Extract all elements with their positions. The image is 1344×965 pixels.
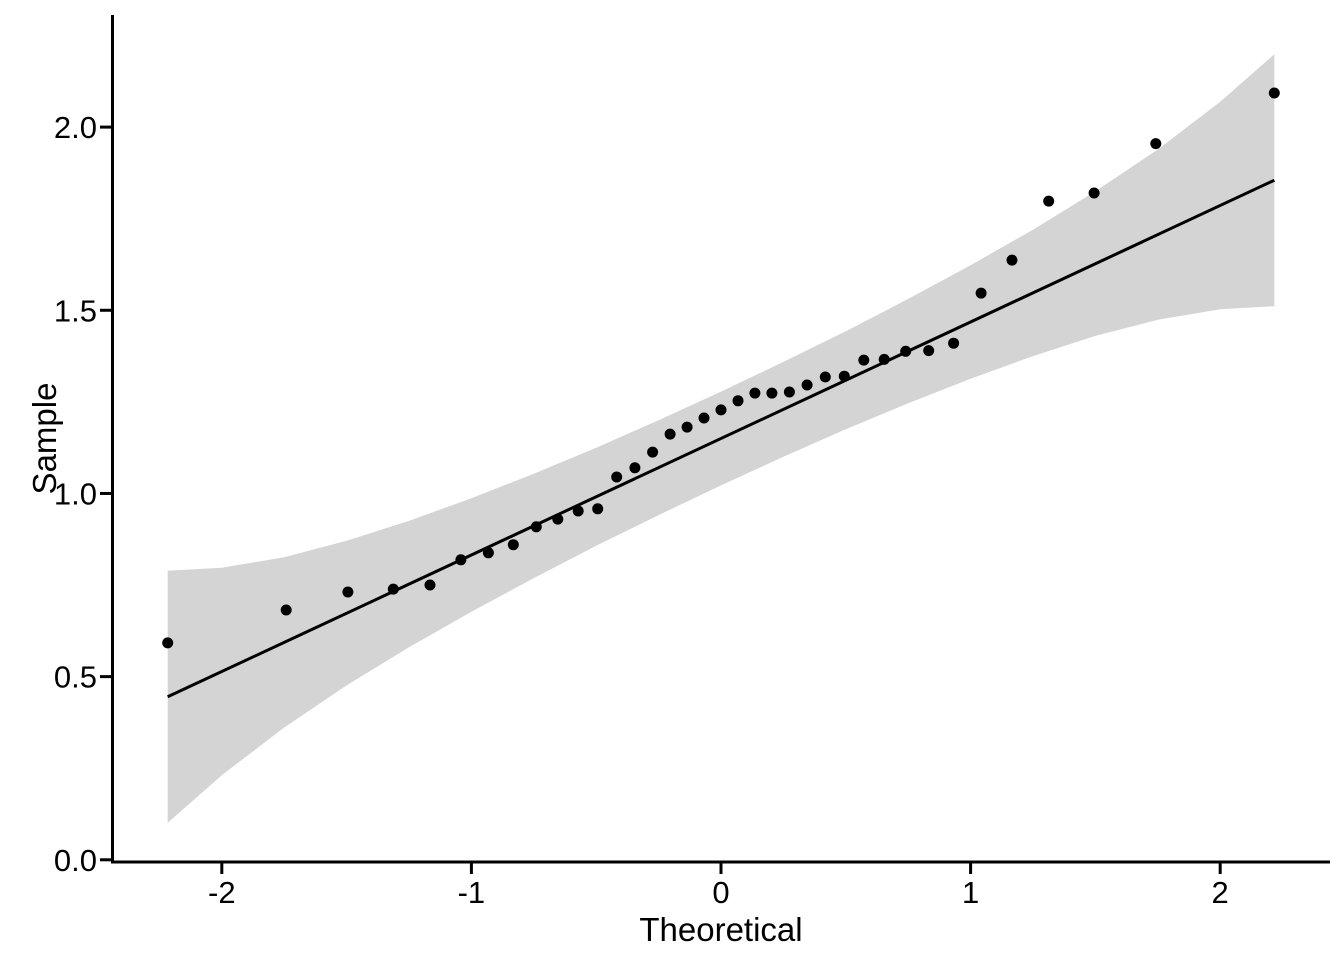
reference-line-layer [167, 178, 1275, 699]
data-point [482, 547, 494, 559]
y-tick-label: 2.0 [54, 110, 97, 145]
data-point [732, 395, 744, 407]
data-point [923, 345, 935, 357]
data-point [819, 371, 831, 383]
data-point [1268, 87, 1280, 99]
y-axis-title: Sample [26, 383, 63, 495]
data-points-layer [162, 87, 1280, 649]
data-point [1043, 195, 1055, 207]
data-point [424, 579, 436, 591]
data-point [387, 583, 399, 595]
data-point [801, 379, 813, 391]
data-point [948, 337, 960, 349]
data-point [611, 471, 623, 483]
data-point [878, 353, 890, 365]
data-point [530, 521, 542, 533]
x-tick-label: 2 [1212, 875, 1229, 910]
data-point [766, 387, 778, 399]
data-point [664, 428, 676, 440]
data-point [838, 370, 850, 382]
data-point [647, 446, 659, 458]
data-point [342, 586, 354, 598]
y-tick-label: 0.0 [54, 843, 97, 878]
x-tick-label: 1 [962, 875, 979, 910]
data-point [783, 386, 795, 398]
data-point [1088, 187, 1100, 199]
data-point [507, 539, 519, 551]
data-point [1150, 138, 1162, 150]
data-point [698, 412, 710, 424]
data-point [715, 404, 727, 416]
data-point [1006, 254, 1018, 266]
x-tick-label: 0 [712, 875, 729, 910]
data-point [629, 462, 641, 474]
reference-line [167, 178, 1275, 699]
y-tick-label: 1.0 [54, 476, 97, 511]
x-tick-label: -2 [208, 875, 236, 910]
y-tick-label: 1.5 [54, 293, 97, 328]
data-point [900, 345, 912, 357]
data-point [572, 505, 584, 517]
data-point [162, 637, 174, 649]
data-point [858, 354, 870, 366]
data-point [749, 387, 761, 399]
x-tick-label: -1 [458, 875, 486, 910]
y-tick-label: 0.5 [54, 660, 97, 695]
data-point [455, 554, 467, 566]
data-point [280, 604, 292, 616]
data-point [681, 421, 693, 433]
data-point [975, 287, 987, 299]
data-point [592, 503, 604, 515]
x-axis-title: Theoretical [639, 911, 802, 948]
axes-layer: -2 -1 0 1 2 0.0 0.5 1.0 1.5 2.0 [54, 15, 1330, 910]
data-point [552, 513, 564, 525]
